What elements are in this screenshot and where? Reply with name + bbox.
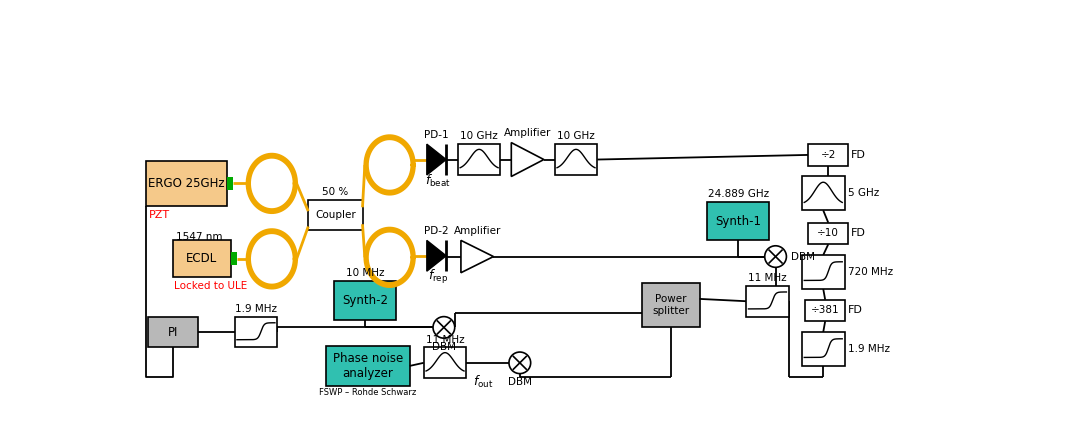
Text: Synth-2: Synth-2 [342,294,388,307]
Text: DBM: DBM [508,377,532,387]
Bar [146,161,227,206]
Text: PD-1: PD-1 [424,130,449,140]
Polygon shape [427,144,447,175]
Bar [326,346,410,386]
Text: ÷10: ÷10 [817,229,840,238]
Bar [148,317,198,347]
Text: FD: FD [850,150,865,160]
Text: ERGO 25GHz: ERGO 25GHz [148,177,225,190]
Text: 1547 nm: 1547 nm [177,231,223,242]
Bar [334,281,396,320]
Bar [457,144,500,175]
Text: ÷2: ÷2 [820,150,836,160]
Text: FD: FD [850,229,865,238]
Text: 11 MHz: 11 MHz [426,335,465,345]
Text: 50 %: 50 % [322,187,348,197]
Text: 720 MHz: 720 MHz [848,267,893,277]
Text: Phase noise
analyzer: Phase noise analyzer [333,352,403,380]
Text: PI: PI [168,325,178,338]
Bar [227,177,233,190]
Bar [805,300,845,321]
Bar [809,223,848,244]
Bar [424,347,466,378]
Circle shape [509,352,530,373]
Bar [230,252,237,265]
Circle shape [433,317,455,338]
Text: ÷381: ÷381 [811,305,840,315]
Bar [555,144,598,175]
Bar [642,283,699,327]
Polygon shape [427,240,447,271]
Bar [802,255,845,289]
Text: Synth-1: Synth-1 [715,214,761,228]
Text: 24.889 GHz: 24.889 GHz [708,189,769,199]
Bar [809,144,848,166]
Text: DBM: DBM [791,252,815,262]
Text: FD: FD [847,305,862,315]
Bar [707,202,769,240]
Text: 10 GHz: 10 GHz [557,131,594,142]
Text: $f_{\rm rep}$: $f_{\rm rep}$ [428,268,449,286]
Bar [802,176,845,210]
Text: 10 GHz: 10 GHz [461,131,498,142]
Text: PZT: PZT [149,210,170,220]
Polygon shape [511,143,544,176]
Text: Amplifier: Amplifier [503,128,552,139]
Bar [308,200,362,230]
Circle shape [765,246,786,267]
Text: Power
splitter: Power splitter [652,294,689,316]
Bar [172,240,230,277]
Bar [802,332,845,366]
Text: FSWP – Rohde Schwarz: FSWP – Rohde Schwarz [319,388,417,396]
Text: Amplifier: Amplifier [453,226,501,236]
Bar [235,317,277,347]
Text: 1.9 MHz: 1.9 MHz [848,344,890,354]
Text: Coupler: Coupler [315,210,356,220]
Text: DBM: DBM [432,341,456,352]
Text: PD-2: PD-2 [424,226,449,236]
Text: 11 MHz: 11 MHz [749,273,787,283]
Text: $f_{\rm beat}$: $f_{\rm beat}$ [425,173,451,189]
Text: 5 GHz: 5 GHz [848,188,879,198]
Text: ECDL: ECDL [186,252,217,265]
Text: $f_{\rm out}$: $f_{\rm out}$ [472,374,493,390]
Text: 10 MHz: 10 MHz [346,269,384,278]
Bar [746,286,788,317]
Text: 1.9 MHz: 1.9 MHz [235,304,277,314]
Text: Locked to ULE: Locked to ULE [175,281,247,291]
Polygon shape [461,240,494,273]
